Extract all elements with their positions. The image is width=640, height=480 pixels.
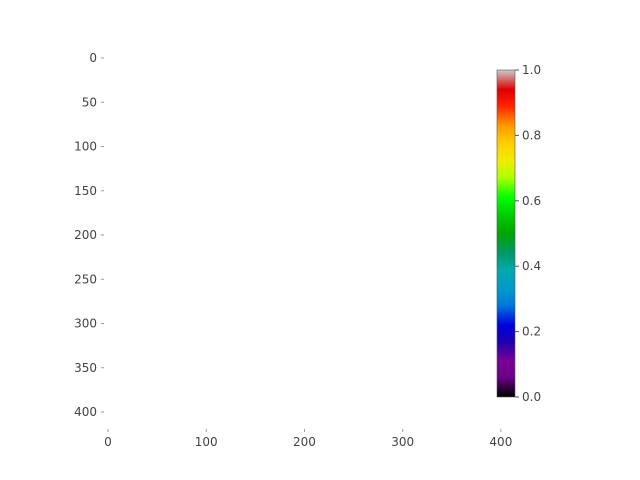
- colorbar-gradient: [496, 69, 516, 398]
- y-tick-label: 100: [74, 140, 97, 154]
- y-tick-label: 250: [74, 272, 97, 286]
- x-tick-label: 100: [195, 435, 218, 449]
- x-tick-label: 400: [489, 435, 512, 449]
- y-tick-label: 50: [82, 95, 97, 109]
- y-tick-label: 0: [89, 51, 97, 65]
- colorbar-tick-label: 0.2: [522, 325, 541, 339]
- colorbar: 0.0 0.2 0.4 0.6 0.8 1.0: [496, 63, 541, 404]
- y-tick-label: 300: [74, 317, 97, 331]
- colorbar-tick-label: 0.8: [522, 128, 541, 142]
- colorbar-tick-label: 0.4: [522, 259, 541, 273]
- colorbar-tick-label: 0.0: [522, 390, 541, 404]
- x-tick-label: 300: [391, 435, 414, 449]
- y-axis: 0 50 100 150 200 250 300 350 400: [74, 51, 104, 419]
- x-axis: 0 100 200 300 400: [104, 429, 512, 449]
- x-tick-label: 0: [104, 435, 112, 449]
- y-tick-label: 400: [74, 405, 97, 419]
- heatmap-plot-area: [105, 50, 550, 428]
- colorbar-tick-label: 0.6: [522, 194, 541, 208]
- x-tick-label: 200: [293, 435, 316, 449]
- y-tick-label: 150: [74, 184, 97, 198]
- y-tick-label: 350: [74, 361, 97, 375]
- y-tick-label: 200: [74, 228, 97, 242]
- colorbar-tick-label: 1.0: [522, 63, 541, 77]
